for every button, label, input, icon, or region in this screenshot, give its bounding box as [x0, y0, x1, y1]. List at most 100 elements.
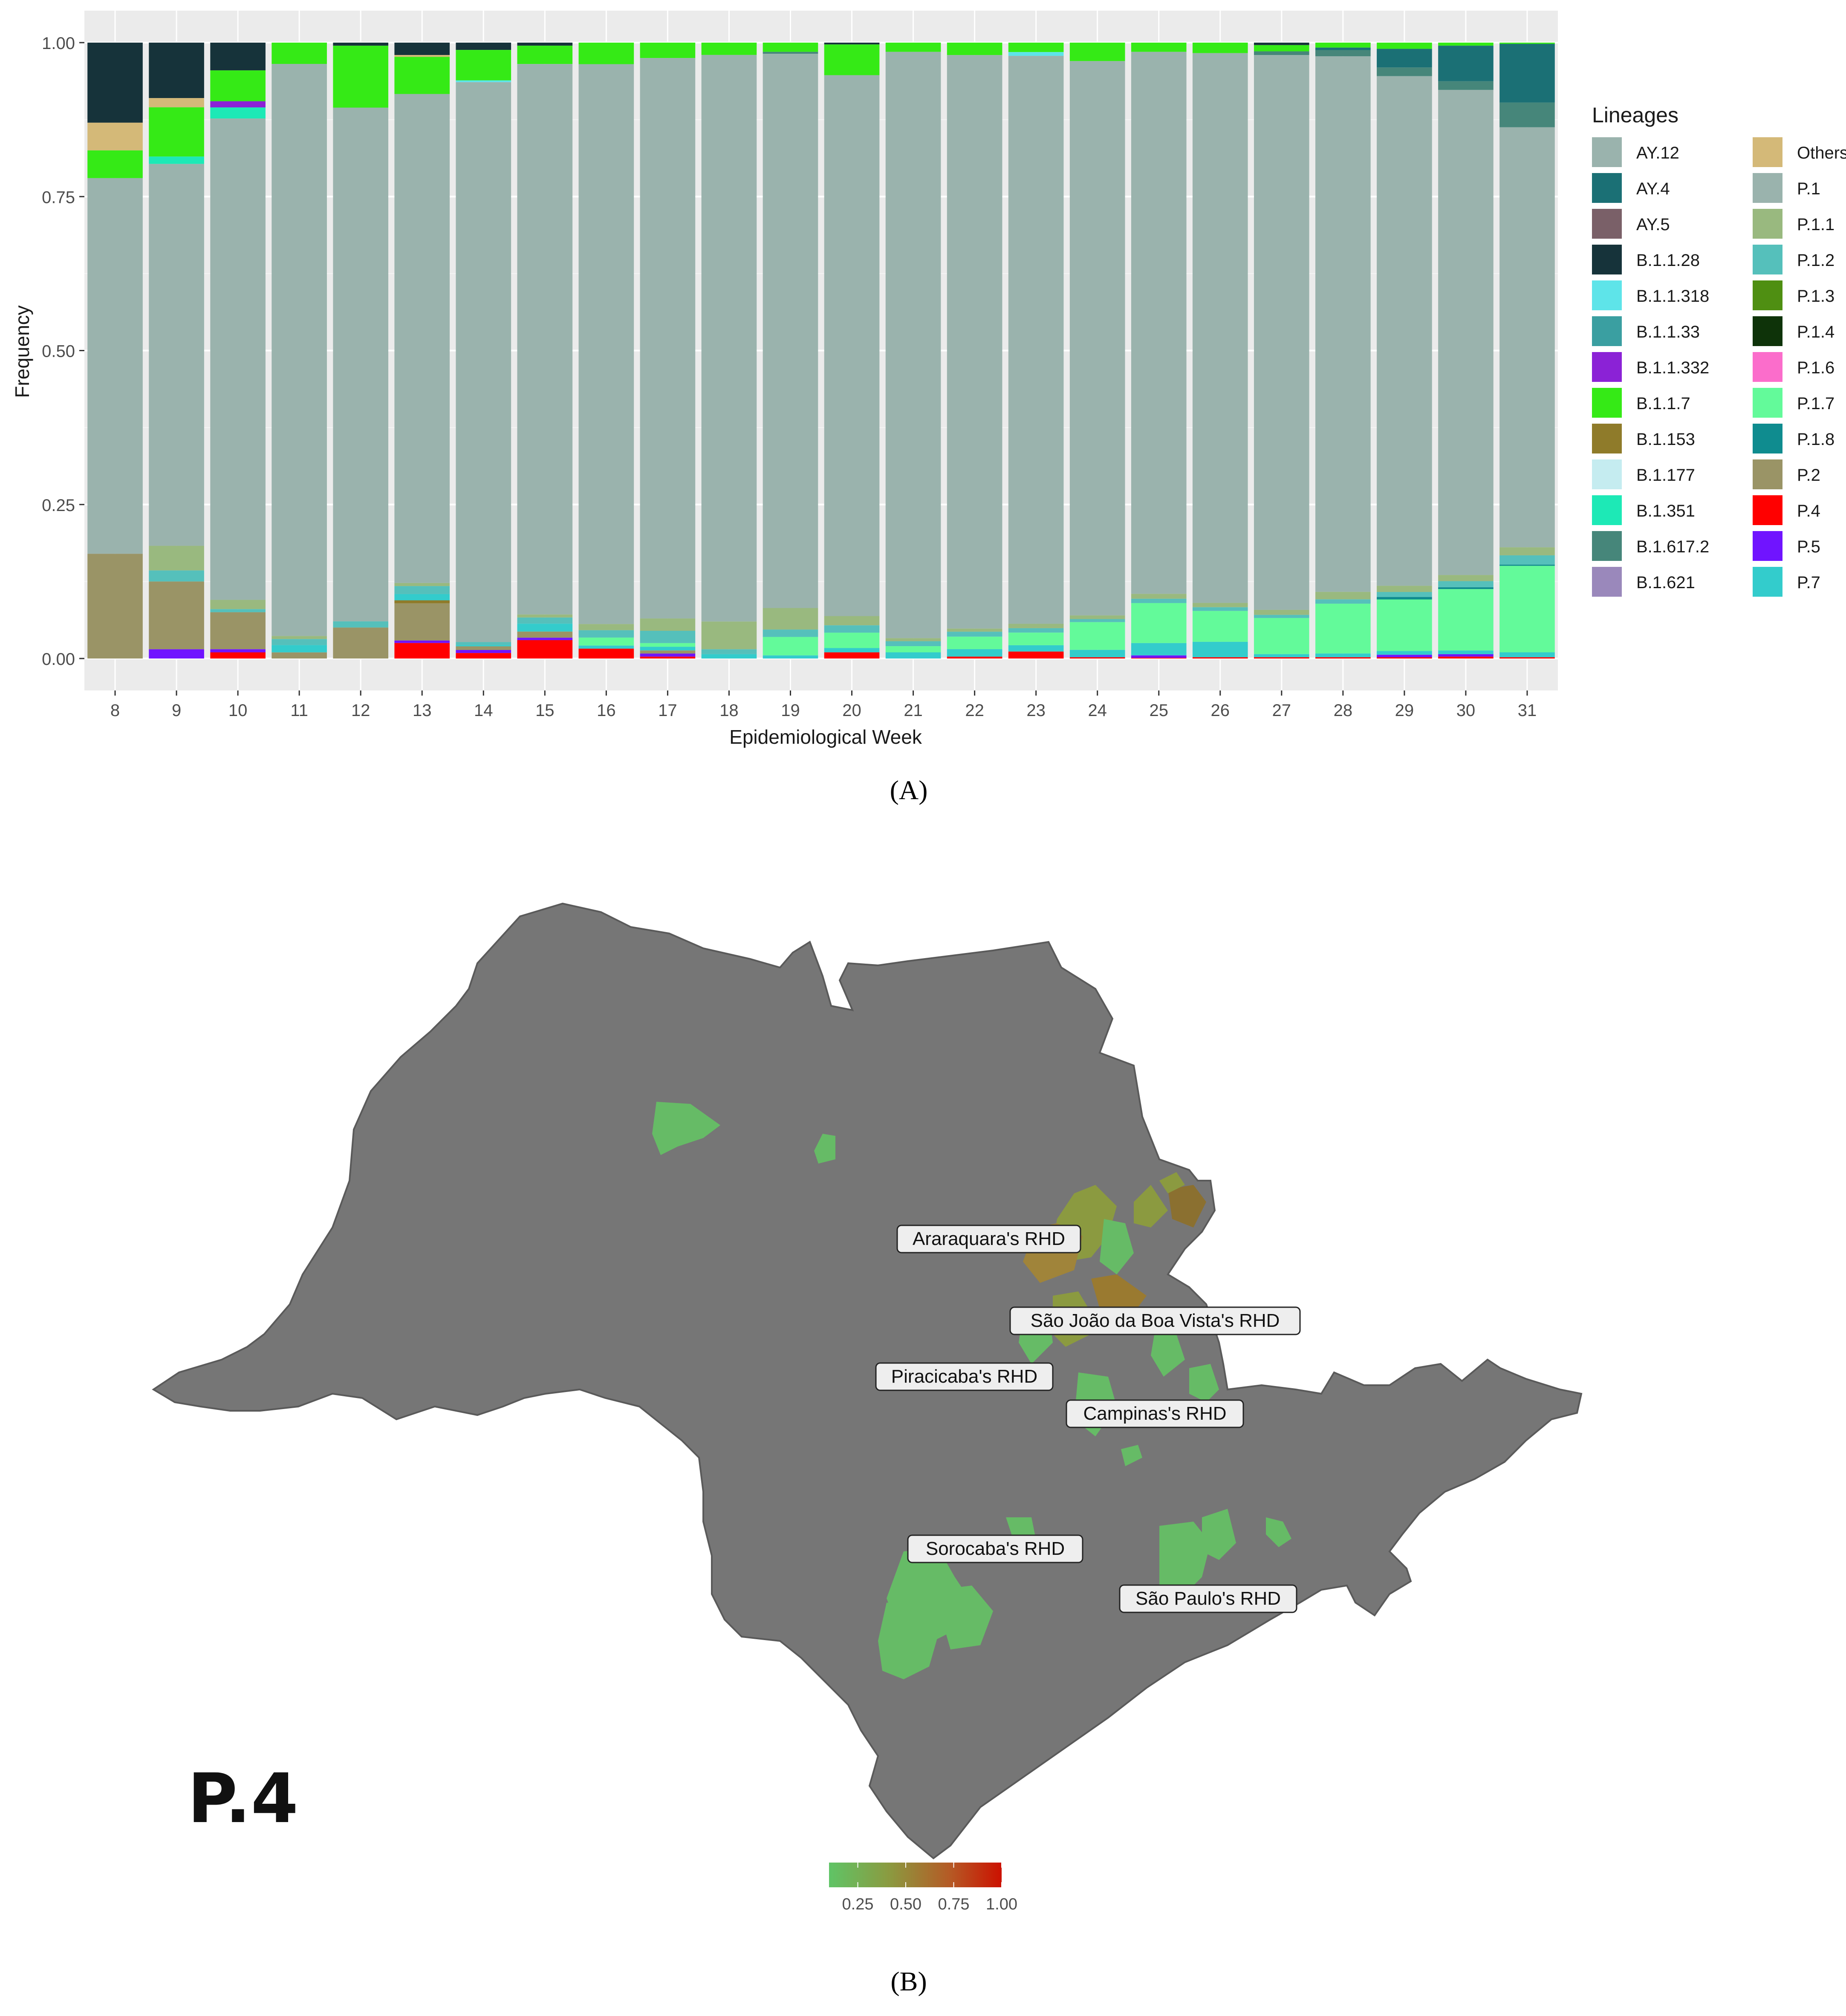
legend-key-b-1-1-318: [1592, 280, 1622, 310]
bar-segment-b-1-1-28-week-8: [87, 43, 143, 123]
bar-segment-p-1-2-week-23: [1008, 628, 1064, 633]
bar-segment-p-1-week-29: [1377, 76, 1432, 586]
rhd-label-box: [1066, 1399, 1244, 1428]
bar-segment-b-1-1-7-week-28: [1315, 43, 1371, 48]
bar-segment-b-1-617-2-week-27: [1254, 51, 1309, 55]
bar-segment-b-1-617-2-week-29: [1377, 67, 1432, 76]
bar-segment-p-1-week-21: [885, 52, 941, 638]
legend-key-p-1: [1753, 173, 1782, 203]
bar-segment-p-1-1-week-17: [640, 618, 696, 631]
legend-label: B.1.617.2: [1636, 537, 1709, 556]
rhd-label-box: [1009, 1306, 1301, 1335]
bar-segment-p-4-week-29: [1377, 657, 1432, 659]
bar-segment-b-1-1-28-week-12: [333, 43, 389, 46]
bar-segment-p-7-week-29: [1377, 651, 1432, 655]
x-tick-label: 31: [1518, 701, 1537, 720]
bar-segment-p-1-1-week-11: [272, 636, 327, 639]
bar-segment-p-4-week-24: [1069, 657, 1125, 659]
legend-key-p-2: [1753, 459, 1782, 489]
bar-segment-p-7-week-11: [272, 645, 327, 653]
y-tick-label: 0.00: [42, 650, 75, 669]
legend-label: P.1.3: [1797, 287, 1834, 306]
municipality-campinas: [1189, 1364, 1219, 1402]
bar-segment-p-7-week-13: [394, 594, 450, 601]
bar-segment-b-1-1-28-week-15: [517, 43, 573, 46]
bar-segment-p-7-week-18: [701, 654, 757, 659]
legend-label: B.1.1.318: [1636, 287, 1709, 306]
bar-segment-p-1-7-week-21: [885, 646, 941, 653]
bar-segment-p-1-week-9: [149, 164, 204, 546]
bar-segment-p-1-week-13: [394, 94, 450, 583]
x-tick-label: 9: [172, 701, 181, 720]
bar-segment-p-1-1-week-27: [1254, 609, 1309, 615]
bar-segment-p-7-week-20: [824, 648, 880, 653]
bar-segment-p-1-2-week-16: [578, 630, 634, 638]
y-tick-label: 0.50: [42, 342, 75, 361]
bar-segment-b-1-1-7-week-16: [578, 43, 634, 64]
bar-segment-p-1-2-week-14: [456, 642, 511, 645]
bar-segment-p-1-2-week-18: [701, 649, 757, 654]
map-panel: Araraquara's RHD São João da Boa Vista's …: [152, 902, 1583, 1996]
rhd-label-box: [896, 1225, 1081, 1254]
x-tick-label: 17: [658, 701, 677, 720]
bar-segment-p-1-7-week-29: [1377, 599, 1432, 651]
bar-segment-b-1-617-2-week-19: [763, 52, 818, 54]
bar-segment-b-1-1-7-week-17: [640, 43, 696, 58]
legend-key-p-5: [1753, 531, 1782, 561]
rhd-label-box: [875, 1362, 1054, 1391]
legend-key-b-1-1-7: [1592, 388, 1622, 418]
bar-segment-p-5-week-10: [210, 649, 266, 653]
legend-label: B.1.1.28: [1636, 251, 1700, 270]
rhd-label-text: São João da Boa Vista's RHD: [1031, 1310, 1280, 1331]
bar-segment-ay-4-week-30: [1438, 46, 1494, 81]
legend-label: B.1.621: [1636, 573, 1695, 592]
legend-label: P.4: [1797, 502, 1820, 520]
rhd-label-2: São João da Boa Vista's RHD: [1009, 1306, 1301, 1335]
rhd-label-box: [907, 1534, 1083, 1563]
bar-segment-b-1-1-7-week-25: [1131, 43, 1187, 52]
bar-segment-p-1-8-week-29: [1377, 597, 1432, 600]
legend-label: P.1: [1797, 179, 1820, 198]
bar-segment-p-1-week-12: [333, 107, 389, 621]
bar-segment-b-1-351-week-9: [149, 156, 204, 164]
bar-segment-p-1-1-week-18: [701, 621, 757, 650]
bar-segment-p-1-1-week-24: [1069, 615, 1125, 619]
y-axis: 0.00 0.25 0.50 0.75 1.00: [42, 34, 84, 669]
bar-segment-p-1-1-week-21: [885, 638, 941, 641]
bar-segment-p-1-week-20: [824, 75, 880, 616]
bar-segment-p-1-2-week-17: [640, 630, 696, 643]
legend-label: P.1.6: [1797, 358, 1834, 377]
legend-key-p-4: [1753, 495, 1782, 525]
bar-segment-p-1-1-week-28: [1315, 592, 1371, 600]
bar-segment-p-7-week-26: [1192, 641, 1248, 658]
municipality-campinas-c: [1121, 1445, 1142, 1466]
bar-segment-b-1-617-2-week-28: [1315, 50, 1371, 57]
bar-segment-p-7-week-31: [1499, 652, 1555, 658]
bar-segment-p-1-2-week-15: [517, 617, 573, 624]
rhd-label-text: São Paulo's RHD: [1135, 1588, 1281, 1609]
x-tick-label: 14: [474, 701, 493, 720]
legend-label: AY.4: [1636, 179, 1670, 198]
legend-key-p-1-3: [1753, 280, 1782, 310]
legend-label: P.1.4: [1797, 323, 1834, 341]
x-tick-label: 22: [965, 701, 984, 720]
bar-segment-p-1-week-28: [1315, 56, 1371, 592]
bar-segment-b-1-1-332-week-10: [210, 101, 266, 108]
bar-segment-p-1-week-25: [1131, 52, 1187, 594]
bar-segment-p-1-2-week-25: [1131, 598, 1187, 603]
bar-segment-p-5-week-17: [640, 653, 696, 657]
x-tick-label: 11: [290, 701, 308, 720]
bar-segment-p-1-2-week-21: [885, 641, 941, 647]
bar-segment-p-1-week-15: [517, 64, 573, 615]
bar-segment-p-1-week-11: [272, 64, 327, 636]
bar-segment-ay-4-week-31: [1499, 43, 1555, 103]
bar-segment-b-1-1-7-week-31: [1499, 43, 1555, 44]
x-axis-title: Epidemiological Week: [729, 726, 922, 748]
stacked-bars: [87, 43, 1555, 659]
rhd-label-5: Sorocaba's RHD: [907, 1534, 1083, 1563]
legend-key-p-1-6: [1753, 352, 1782, 382]
bar-segment-p-7-week-14: [456, 645, 511, 647]
bar-segment-b-1-1-318-week-14: [456, 80, 511, 82]
bar-segment-b-1-617-2-week-31: [1499, 102, 1555, 127]
bar-segment-b-1-1-7-week-14: [456, 50, 511, 81]
